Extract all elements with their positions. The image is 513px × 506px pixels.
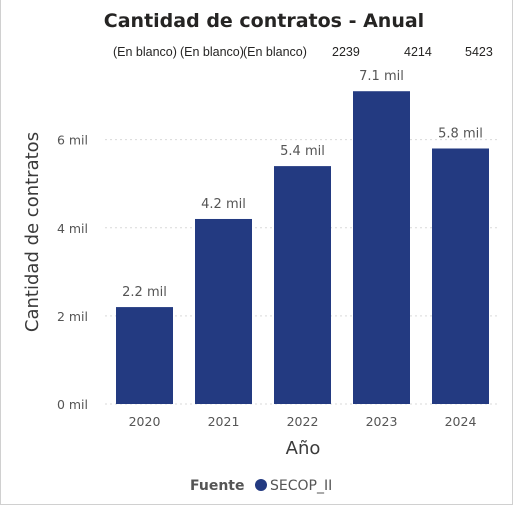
chart-title: Cantidad de contratos - Anual <box>104 10 424 32</box>
bars[interactable] <box>116 91 489 404</box>
bar-2022[interactable] <box>274 166 331 404</box>
legend[interactable]: Fuente SECOP_II <box>190 478 332 494</box>
y-tick-label: 0 mil <box>57 397 88 412</box>
y-tick-label: 2 mil <box>57 309 88 324</box>
x-tick-label-2023: 2023 <box>366 414 398 429</box>
top-label: (En blanco) <box>180 45 244 59</box>
x-axis-ticks: 2020 2021 2022 2023 2024 <box>129 414 477 429</box>
x-tick-label-2020: 2020 <box>129 414 161 429</box>
top-label: 2239 <box>332 45 360 59</box>
x-tick-label-2022: 2022 <box>287 414 319 429</box>
y-tick-label: 4 mil <box>57 221 88 236</box>
bar-2020[interactable] <box>116 307 173 404</box>
y-axis-ticks: 0 mil 2 mil 4 mil 6 mil <box>57 133 88 412</box>
top-label: 5423 <box>465 45 493 59</box>
bar-2021[interactable] <box>195 218 252 404</box>
y-axis-title: Cantidad de contratos <box>22 132 43 332</box>
x-tick-label-2021: 2021 <box>208 414 240 429</box>
data-label-2024: 5.8 mil <box>438 126 483 141</box>
top-label: (En blanco) <box>243 45 307 59</box>
legend-title: Fuente <box>190 478 244 494</box>
data-label-2020: 2.2 mil <box>122 285 167 300</box>
bar-2024[interactable] <box>432 148 489 404</box>
data-label-2023: 7.1 mil <box>359 69 404 84</box>
legend-marker-secop-ii <box>255 479 267 491</box>
data-label-2021: 4.2 mil <box>201 197 246 212</box>
top-label: 4214 <box>404 45 432 59</box>
data-labels: 2.2 mil 4.2 mil 5.4 mil 7.1 mil 5.8 mil <box>122 69 483 300</box>
legend-item-secop-ii: SECOP_II <box>270 478 332 494</box>
top-label-row: (En blanco) (En blanco) (En blanco) 2239 421… <box>113 45 493 59</box>
x-tick-label-2024: 2024 <box>445 414 477 429</box>
top-label: (En blanco) <box>113 45 177 59</box>
y-tick-label: 6 mil <box>57 133 88 148</box>
bar-2023[interactable] <box>353 91 410 404</box>
data-label-2022: 5.4 mil <box>280 144 325 159</box>
x-axis-title: Año <box>286 438 321 459</box>
